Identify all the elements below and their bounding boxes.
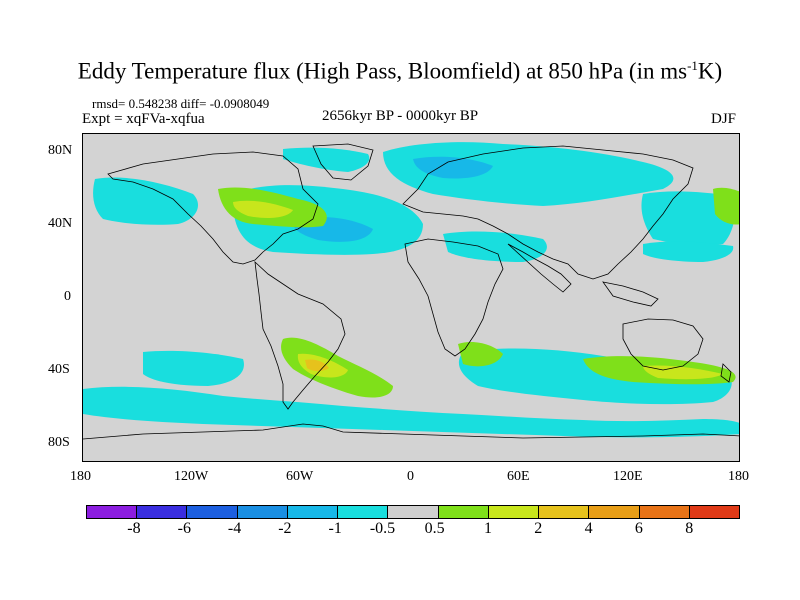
colorbar-label: -4 — [227, 520, 242, 537]
plot-title: Eddy Temperature flux (High Pass, Bloomf… — [77, 58, 723, 84]
colorbar-segment — [589, 506, 640, 518]
map-panel — [82, 133, 740, 462]
colorbar-label: 0.5 — [424, 520, 445, 537]
colorbar — [86, 505, 740, 519]
coastline-eurasia — [402, 145, 694, 280]
rmsd-diff-stats: rmsd= 0.548238 diff= -0.0908049 — [92, 96, 270, 111]
colorbar-label: 6 — [634, 520, 643, 537]
colorbar-label: 2 — [534, 520, 543, 537]
period-label: 2656kyr BP - 0000kyr BP — [322, 108, 479, 124]
coastline-greenland — [312, 143, 374, 181]
flux-region-south-pacific — [143, 350, 244, 386]
lat-label-80s: 80S — [48, 435, 70, 450]
lon-label-180w: 180 — [70, 469, 91, 484]
flux-region-south-america-peak — [305, 359, 329, 371]
colorbar-segment — [539, 506, 590, 518]
season-label: DJF — [711, 111, 737, 127]
colorbar-segment — [187, 506, 238, 518]
flux-region-south-africa — [458, 342, 503, 367]
lat-label-80n: 80N — [48, 143, 73, 158]
coastline-new-zealand — [720, 363, 732, 383]
coastline-australia — [622, 318, 704, 371]
flux-region-north-america-core — [233, 200, 293, 218]
coastline-north-america — [107, 151, 319, 265]
lon-label-60w: 60W — [286, 469, 314, 484]
colorbar-label: -8 — [127, 520, 141, 537]
flux-region-europe-north — [283, 147, 370, 172]
lon-label-180e: 180 — [728, 469, 749, 484]
flux-region-west-pacific — [643, 241, 734, 262]
colorbar-segment — [287, 506, 339, 518]
colorbar-segment — [488, 506, 540, 518]
colorbar-label: 1 — [483, 520, 492, 537]
colorbar-label: -1 — [328, 520, 342, 537]
lon-label-120w: 120W — [174, 469, 209, 484]
colorbar-label: 4 — [584, 520, 593, 537]
coastline-south-america — [254, 260, 346, 410]
lat-label-40n: 40N — [48, 216, 73, 231]
flux-region-scandinavia-core — [413, 156, 493, 179]
colorbar-label: -2 — [278, 520, 292, 537]
colorbar-segment — [338, 506, 389, 518]
lat-label-0: 0 — [64, 289, 71, 304]
flux-region-pacific-east — [641, 191, 735, 245]
map-svg — [83, 134, 739, 461]
colorbar-segment — [388, 506, 439, 518]
flux-region-north-pacific — [93, 177, 198, 225]
coastline-africa — [404, 238, 504, 357]
flux-region-australia-core — [643, 365, 723, 380]
colorbar-label: 8 — [685, 520, 694, 537]
lon-label-120e: 120E — [613, 469, 643, 484]
colorbar-segment — [689, 506, 740, 518]
coastline-antarctica — [83, 423, 739, 440]
lon-label-60e: 60E — [507, 469, 530, 484]
lat-label-40s: 40S — [48, 362, 70, 377]
flux-region-northeast-pacific — [713, 187, 739, 225]
colorbar-segment — [438, 506, 489, 518]
strong-positive-flux-regions — [305, 359, 329, 371]
flux-region-subtropic-atlantic — [443, 231, 547, 262]
lon-label-0: 0 — [407, 469, 414, 484]
colorbar-label: -6 — [177, 520, 191, 537]
coastline-maritime-asia — [602, 281, 659, 307]
colorbar-segment — [87, 506, 138, 518]
coastline-arabia-india — [507, 243, 572, 293]
experiment-label: Expt = xqFVa-xqfua — [82, 111, 205, 127]
colorbar-label: -0.5 — [369, 520, 396, 537]
flux-region-southern-ocean-indian — [458, 348, 732, 405]
flux-region-southern-ocean-pacific — [83, 386, 739, 438]
colorbar-segment — [237, 506, 288, 518]
colorbar-segment — [639, 506, 690, 518]
coastlines — [83, 143, 739, 440]
colorbar-segment — [137, 506, 188, 518]
